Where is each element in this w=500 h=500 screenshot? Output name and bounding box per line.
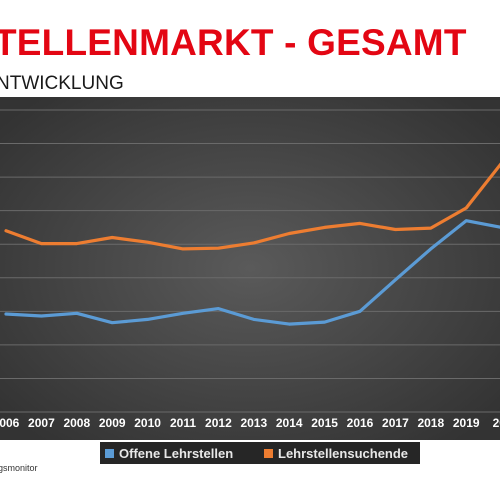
x-tick-label: 2007 — [28, 416, 55, 430]
legend-label: Offene Lehrstellen — [119, 446, 233, 461]
legend-swatch — [264, 449, 273, 458]
series-line-1 — [4, 219, 500, 326]
legend-label: Lehrstellensuchende — [278, 446, 408, 461]
series-line-2 — [4, 162, 500, 251]
source-note: gsmonitor — [0, 463, 38, 473]
x-tick-label: 2013 — [240, 416, 267, 430]
x-tick-label: 2019 — [453, 416, 480, 430]
x-tick-label: 2017 — [382, 416, 409, 430]
x-tick-label: 2015 — [311, 416, 338, 430]
legend-swatch — [105, 449, 114, 458]
page-subtitle: NTWICKLUNG — [0, 73, 124, 94]
x-tick-label: 2012 — [205, 416, 232, 430]
x-tick-label: 20 — [493, 416, 500, 430]
x-tick-label: 2010 — [134, 416, 161, 430]
x-tick-label: 2011 — [170, 416, 196, 430]
legend-box — [100, 442, 420, 464]
x-tick-label: 2014 — [276, 416, 303, 430]
page-title: TELLENMARKT - GESAMT — [0, 22, 467, 63]
x-tick-label: 2016 — [347, 416, 374, 430]
x-tick-label: 2006 — [0, 416, 20, 430]
chart-background — [0, 97, 500, 440]
x-tick-label: 2018 — [417, 416, 444, 430]
x-tick-label: 2009 — [99, 416, 126, 430]
x-tick-label: 2008 — [63, 416, 90, 430]
